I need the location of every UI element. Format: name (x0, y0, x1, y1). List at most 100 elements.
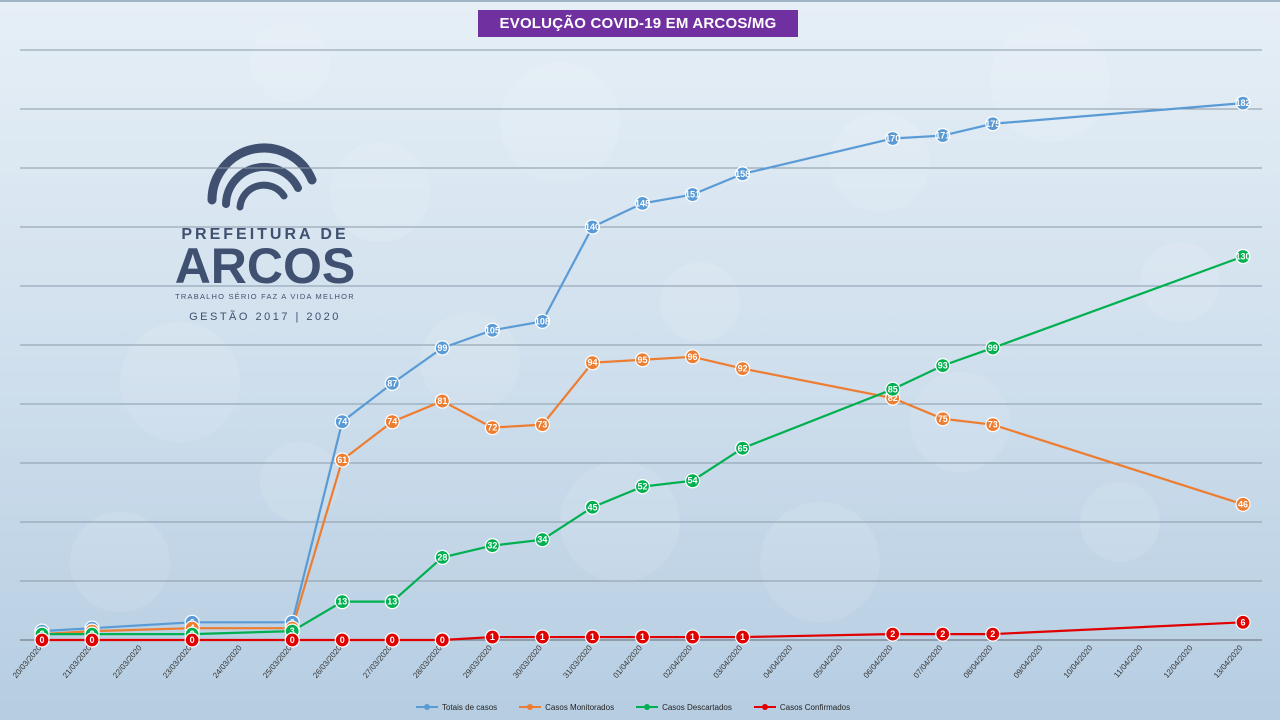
data-label: 85 (888, 384, 898, 394)
x-tick-label: 25/03/2020 (261, 643, 294, 680)
data-point: 32 (484, 537, 500, 554)
data-point: 6 (1235, 614, 1251, 630)
data-point: 171 (935, 127, 951, 144)
data-label: 0 (90, 635, 95, 645)
virus-decoration (760, 502, 880, 622)
virus-decoration (830, 112, 930, 212)
data-point: 92 (734, 361, 751, 377)
virus-decoration (250, 22, 330, 102)
data-point: 0 (384, 632, 400, 648)
x-tick-label: 04/04/2020 (762, 643, 795, 680)
x-tick-label: 12/04/2020 (1162, 643, 1195, 680)
data-label: 99 (988, 343, 998, 353)
logo-arcs-icon (207, 143, 317, 211)
data-label: 96 (688, 352, 698, 362)
data-point: 108 (534, 313, 551, 329)
data-point: 85 (885, 381, 901, 397)
virus-decoration (260, 442, 340, 522)
x-tick-label: 10/04/2020 (1062, 643, 1095, 680)
data-point: 182 (1235, 95, 1251, 111)
data-point: 0 (84, 632, 100, 648)
series-points: 3466748799105108140148151158170171175182… (34, 95, 1251, 648)
virus-decoration (500, 62, 620, 182)
x-tick-label: 24/03/2020 (211, 643, 244, 680)
data-label: 170 (885, 134, 900, 144)
data-label: 87 (387, 378, 397, 388)
data-label: 34 (537, 535, 547, 545)
virus-decoration (990, 22, 1110, 142)
data-point: 170 (885, 130, 901, 147)
data-label: 148 (635, 198, 650, 208)
logo-years: GESTÃO 2017 | 2020 (189, 310, 341, 323)
data-label: 65 (738, 443, 748, 453)
x-tick-label: 22/03/2020 (111, 643, 144, 680)
data-label: 0 (290, 635, 295, 645)
data-label: 3 (290, 626, 295, 636)
x-tick-label: 30/03/2020 (511, 643, 544, 680)
data-label: 151 (685, 190, 700, 200)
data-point: 0 (34, 632, 50, 648)
data-point: 2 (885, 626, 901, 642)
virus-decoration (330, 142, 430, 242)
data-label: 46 (1238, 499, 1248, 509)
legend-swatch-icon (416, 704, 438, 710)
data-point: 93 (935, 358, 951, 374)
data-point: 95 (634, 352, 651, 368)
data-label: 1 (490, 632, 495, 642)
data-point: 2 (935, 626, 951, 642)
data-label: 13 (387, 597, 397, 607)
virus-decoration (660, 262, 740, 342)
data-label: 72 (487, 423, 497, 433)
data-label: 140 (585, 222, 600, 232)
x-tick-label: 01/04/2020 (611, 643, 644, 680)
legend-label: Casos Monitorados (545, 702, 615, 712)
data-label: 1 (740, 632, 745, 642)
data-point: 0 (184, 632, 200, 648)
data-point: 1 (584, 629, 601, 645)
legend-item: Casos Monitorados (519, 703, 614, 712)
data-point: 105 (484, 322, 500, 338)
data-point: 72 (484, 420, 500, 436)
legend-swatch-icon (519, 704, 542, 710)
data-label: 108 (535, 316, 550, 326)
x-tick-label: 06/04/2020 (862, 643, 895, 680)
data-point: 158 (734, 166, 751, 182)
data-point: 94 (584, 355, 601, 371)
data-label: 130 (1235, 252, 1250, 262)
data-label: 54 (688, 476, 698, 486)
x-tick-label: 20/03/2020 (11, 643, 44, 680)
prefeitura-logo: PREFEITURA DE ARCOS TRABALHO SÉRIO FAZ A… (175, 143, 355, 323)
data-label: 99 (437, 343, 447, 353)
data-point: 28 (434, 549, 450, 566)
data-point: 13 (334, 594, 350, 610)
data-label: 1 (590, 632, 595, 642)
data-label: 2 (940, 629, 945, 639)
virus-decoration (1140, 242, 1220, 322)
x-axis-tick-labels: 20/03/2020 21/03/2020 22/03/2020 23/03/2020… (11, 643, 1245, 680)
legend-label: Casos Confirmados (779, 702, 851, 712)
data-point: 1 (734, 629, 751, 645)
data-label: 52 (637, 482, 647, 492)
legend-item: Totais de casos (416, 703, 497, 712)
x-tick-label: 27/03/2020 (361, 643, 394, 680)
data-point: 1 (634, 629, 651, 645)
data-label: 1 (690, 632, 695, 642)
data-label: 94 (587, 358, 597, 368)
data-point: 45 (584, 499, 601, 515)
x-tick-label: 26/03/2020 (311, 643, 344, 680)
data-label: 0 (39, 635, 44, 645)
data-label: 32 (487, 541, 497, 551)
data-point: 34 (534, 532, 551, 548)
chart-title: EVOLUÇÃO COVID-19 EM ARCOS/MG (478, 10, 798, 37)
x-tick-label: 11/04/2020 (1112, 643, 1145, 679)
data-label: 28 (437, 552, 447, 562)
virus-decoration (70, 512, 170, 612)
legend-item: Casos Confirmados (753, 702, 851, 712)
data-point: 1 (534, 629, 551, 645)
chart-legend: Totais de casos Casos Monitorados Casos De… (416, 700, 850, 714)
logo-line1: PREFEITURA DE (181, 226, 348, 243)
data-point: 74 (334, 414, 350, 430)
data-label: 95 (637, 355, 647, 365)
data-point: 61 (334, 452, 350, 468)
